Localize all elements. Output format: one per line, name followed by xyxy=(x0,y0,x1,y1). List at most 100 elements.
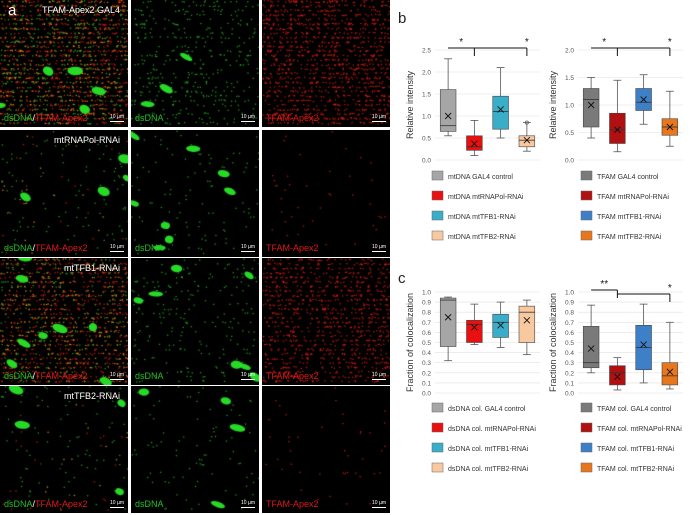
box xyxy=(439,89,457,132)
scale-bar xyxy=(241,379,255,380)
y-axis-label: Relative intensity xyxy=(405,70,415,139)
mean-marker xyxy=(471,324,478,331)
box xyxy=(518,135,536,148)
mean-marker xyxy=(471,140,478,148)
scale-bar-label: 10 µm xyxy=(372,500,386,506)
legend-swatch xyxy=(580,170,593,181)
legend-swatch xyxy=(431,402,444,413)
y-tick-label: 0.0 xyxy=(422,391,431,398)
mean-marker xyxy=(614,373,621,381)
dsdna-label: dsDNA xyxy=(4,499,33,509)
mean-marker xyxy=(666,368,674,376)
y-tick-label: 0.8 xyxy=(565,310,574,317)
dsdna-channel-label: dsDNA xyxy=(135,243,164,253)
scale-bar-label: 10 µm xyxy=(241,244,255,250)
mean-marker xyxy=(587,101,595,109)
legend-swatch xyxy=(431,190,444,201)
box xyxy=(635,88,652,111)
micrograph-r1-c2: 10 µm dsDNA xyxy=(131,0,259,127)
legend-label: TFAM col. mtTFB2-RNAi xyxy=(597,466,674,473)
micrograph-r3-c2: 10 µm dsDNA xyxy=(131,258,259,385)
legend-swatch xyxy=(580,422,593,433)
legend-label: mtDNA mtRNAPol-RNAi xyxy=(448,194,524,201)
dsdna-channel-label: dsDNA xyxy=(135,371,164,381)
y-tick-label: 2.5 xyxy=(422,48,431,55)
dsdna-channel-label: dsDNA xyxy=(135,113,164,123)
mean-marker xyxy=(471,324,478,331)
legend-swatch xyxy=(580,402,593,413)
mean-marker xyxy=(444,112,452,120)
micrograph-r4-c2: 10 µm dsDNA xyxy=(131,386,259,513)
scale-bar xyxy=(110,379,124,380)
y-tick-label: 0.6 xyxy=(422,330,431,337)
box xyxy=(635,325,652,371)
legend-label: TFAM mtTFB1-RNAi xyxy=(597,214,662,221)
separator: / xyxy=(32,113,36,123)
dsdna-label: dsDNA xyxy=(4,371,33,381)
scale-bar-label: 10 µm xyxy=(372,372,386,378)
legend-label: TFAM mtTFB2-RNAi xyxy=(597,234,662,241)
legend-swatch xyxy=(431,462,444,473)
micrograph-r2-c1: 10 µm dsDNA/TFAM-Apex2 mtRNAPol-RNAi xyxy=(0,130,128,257)
scale-bar-label: 10 µm xyxy=(372,114,386,120)
y-tick-label: 2.0 xyxy=(422,70,431,77)
y-tick-label: 0.1 xyxy=(422,380,431,387)
box xyxy=(661,118,679,136)
mean-marker xyxy=(471,140,478,148)
merge-channel-label: dsDNA/TFAM-Apex2 xyxy=(4,243,88,253)
mean-marker xyxy=(640,96,647,103)
mean-marker xyxy=(444,313,452,321)
merge-channel-label: dsDNA/TFAM-Apex2 xyxy=(4,499,88,509)
y-tick-label: 0.5 xyxy=(565,130,574,137)
micrograph-image xyxy=(262,0,390,127)
mean-marker xyxy=(497,322,504,329)
legend-label: mtDNA mtTFB2-RNAi xyxy=(448,234,516,241)
significance-label: * xyxy=(602,37,606,48)
y-tick-label: 0.2 xyxy=(565,370,574,377)
legend-swatch xyxy=(580,442,593,453)
separator: / xyxy=(32,243,36,253)
separator: / xyxy=(32,499,36,509)
mean-marker xyxy=(640,341,647,348)
y-tick-label: 0.3 xyxy=(422,360,431,367)
tfam-channel-label: TFAM-Apex2 xyxy=(266,113,319,123)
mean-marker xyxy=(614,373,621,381)
mean-marker xyxy=(523,316,531,324)
y-tick-label: 0.6 xyxy=(565,330,574,337)
legend-swatch xyxy=(431,422,444,433)
micrograph-image xyxy=(131,0,259,127)
scale-bar xyxy=(241,251,255,252)
scale-bar xyxy=(372,379,386,380)
micrograph-r1-c3: 10 µm TFAM-Apex2 xyxy=(262,0,390,127)
mean-marker xyxy=(640,341,647,348)
legend-label: TFAM col. mtRNAPol-RNAi xyxy=(597,426,682,433)
micrograph-image xyxy=(0,386,128,513)
tfam-label: TFAM-Apex2 xyxy=(35,243,88,253)
box xyxy=(466,135,483,151)
scale-bar xyxy=(110,121,124,122)
tfam-label: TFAM-Apex2 xyxy=(35,113,88,123)
y-tick-label: 0.7 xyxy=(422,320,431,327)
panel-b-letter: b xyxy=(398,10,407,27)
legend-swatch xyxy=(580,190,593,201)
mean-marker xyxy=(523,136,531,144)
y-tick-label: 0.0 xyxy=(565,158,574,165)
mean-marker xyxy=(614,126,621,134)
micrograph-image xyxy=(0,258,128,385)
dsdna-label: dsDNA xyxy=(4,243,33,253)
scale-bar-label: 10 µm xyxy=(241,372,255,378)
y-tick-label: 1.0 xyxy=(565,290,574,297)
box xyxy=(609,365,626,386)
tfam-channel-label: TFAM-Apex2 xyxy=(266,499,319,509)
y-tick-label: 1.0 xyxy=(422,114,431,121)
legend-swatch xyxy=(580,210,593,221)
scale-bar-label: 10 µm xyxy=(241,500,255,506)
micrograph-r3-c1: 10 µm dsDNA/TFAM-Apex2 mtTFB1-RNAi xyxy=(0,258,128,385)
legend-label: mtDNA mtTFB1-RNAi xyxy=(448,214,516,221)
y-tick-label: 0.0 xyxy=(422,158,431,165)
micrograph-image xyxy=(262,386,390,513)
legend-label: TFAM GAL4 control xyxy=(597,174,659,181)
y-tick-label: 0.4 xyxy=(422,350,431,357)
y-tick-label: 0.2 xyxy=(422,370,431,377)
micrograph-image xyxy=(131,130,259,257)
